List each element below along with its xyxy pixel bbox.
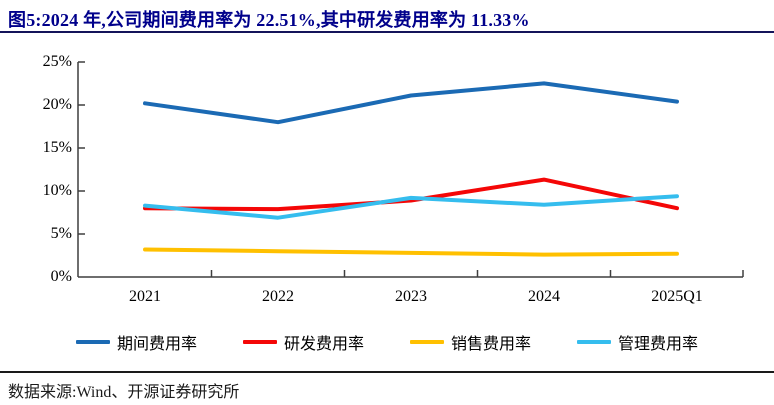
y-axis-ticks — [78, 61, 85, 235]
legend-item-1: 研发费用率 — [242, 330, 364, 354]
legend-swatch — [410, 340, 444, 344]
legend-swatch — [242, 340, 277, 344]
series-line-3 — [143, 194, 679, 220]
y-axis-label: 15% — [42, 139, 72, 156]
x-axis-label: 2022 — [262, 288, 294, 305]
series-lines — [143, 81, 679, 257]
legend-item-0: 期间费用率 — [75, 330, 197, 354]
axes — [77, 61, 744, 278]
y-axis-label: 5% — [50, 225, 72, 242]
y-axis-label: 10% — [42, 182, 72, 199]
title-divider — [0, 31, 774, 33]
legend-label: 管理费用率 — [618, 336, 699, 353]
y-axis-label: 20% — [42, 96, 72, 113]
legend-label: 研发费用率 — [283, 336, 364, 353]
footer-divider — [0, 371, 774, 373]
source-note: 数据来源:Wind、开源证券研究所 — [8, 384, 240, 401]
x-axis-label: 2025Q1 — [651, 288, 703, 305]
x-axis-label: 2021 — [129, 288, 161, 305]
series-line-1 — [143, 177, 679, 212]
y-axis-label: 0% — [50, 268, 72, 285]
legend-label: 销售费用率 — [451, 336, 532, 353]
legend-item-2: 销售费用率 — [410, 330, 531, 354]
x-axis-label: 2023 — [395, 288, 427, 305]
legend: 期间费用率 研发费用率 销售费用率 管理费用率 — [0, 330, 774, 354]
series-line-2 — [143, 247, 679, 257]
series-line-0 — [143, 81, 679, 125]
page-title: 图5:2024 年,公司期间费用率为 22.51%,其中研发费用率为 11.33… — [8, 10, 530, 30]
x-axis-ticks — [210, 270, 744, 277]
legend-label: 期间费用率 — [116, 336, 197, 353]
legend-item-3: 管理费用率 — [577, 330, 698, 354]
x-axis-label: 2024 — [528, 288, 560, 305]
legend-swatch — [577, 340, 612, 344]
y-axis-label: 25% — [42, 53, 72, 70]
line-chart-canvas — [77, 61, 744, 278]
legend-swatch — [75, 340, 110, 344]
